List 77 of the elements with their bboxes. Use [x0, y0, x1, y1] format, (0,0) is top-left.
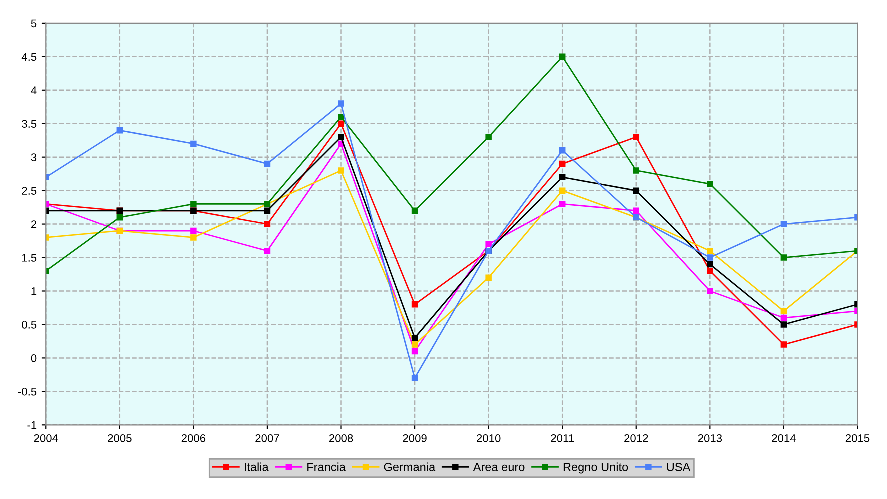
- x-tick-label: 2015: [846, 434, 870, 442]
- point: [264, 221, 271, 228]
- point: [559, 148, 566, 154]
- point: [264, 208, 271, 214]
- x-tick-label: 2009: [403, 434, 427, 442]
- point: [338, 120, 344, 127]
- point: [190, 228, 197, 234]
- point: [264, 160, 271, 168]
- point: [780, 308, 788, 314]
- point: [707, 268, 714, 274]
- point: [707, 248, 714, 254]
- point: [190, 140, 197, 148]
- point: [559, 160, 566, 168]
- legend-label: Regno Unito: [564, 462, 628, 474]
- point: [559, 188, 566, 194]
- y-tick-label: 4: [31, 86, 37, 94]
- y-tick-label: 2: [31, 220, 37, 228]
- y-tick-label: 4.5: [22, 53, 37, 62]
- point: [707, 181, 714, 188]
- x-tick-label: 2010: [477, 434, 501, 442]
- point: [338, 114, 344, 120]
- point: [412, 334, 418, 342]
- point: [559, 54, 566, 60]
- legend-label: Francia: [308, 462, 346, 472]
- y-tick-label: 0: [31, 354, 37, 362]
- point: [412, 208, 418, 214]
- point: [633, 208, 640, 214]
- x-tick-label: 2005: [108, 434, 132, 442]
- point: [412, 375, 418, 382]
- x-tick-label: 2011: [551, 434, 574, 442]
- point: [780, 254, 788, 261]
- point: [780, 322, 788, 328]
- point: [486, 241, 492, 248]
- y-tick-label: 2.5: [22, 187, 37, 195]
- point: [116, 127, 124, 134]
- point: [338, 100, 344, 107]
- point: [338, 168, 344, 174]
- y-tick-label: 3: [31, 154, 37, 162]
- point: [264, 248, 271, 254]
- y-tick-label: 1.5: [22, 254, 37, 262]
- point: [633, 134, 640, 140]
- point: [412, 348, 418, 355]
- legend-label: Area euro: [473, 463, 525, 472]
- x-tick-label: 2014: [772, 434, 796, 442]
- point: [190, 201, 197, 208]
- legend-label: Germania: [384, 462, 436, 472]
- point: [559, 174, 566, 181]
- point: [116, 214, 124, 221]
- point: [780, 221, 788, 228]
- point: [633, 168, 640, 174]
- point: [559, 201, 566, 208]
- point: [190, 234, 197, 241]
- x-tick-label: 2006: [182, 434, 206, 442]
- x-tick-label: 2013: [698, 434, 722, 442]
- y-tick-label: -1: [28, 422, 37, 430]
- x-tick-label: 2008: [329, 434, 354, 442]
- y-tick-label: 0.5: [22, 320, 37, 329]
- x-tick-label: 2012: [624, 434, 648, 442]
- y-tick-label: 3.5: [22, 120, 37, 128]
- point: [486, 134, 492, 140]
- point: [412, 302, 418, 308]
- point: [707, 288, 714, 294]
- x-tick-label: 2007: [256, 434, 280, 442]
- point: [412, 342, 418, 348]
- legend-label: Italia: [244, 462, 269, 472]
- y-tick-label: 1: [32, 288, 37, 296]
- y-tick-label: -0.5: [18, 388, 37, 396]
- point: [486, 274, 492, 281]
- y-tick-label: 5: [31, 20, 37, 28]
- point: [780, 314, 788, 322]
- point: [338, 134, 344, 140]
- point: [707, 254, 714, 261]
- legend-label: USA: [667, 463, 691, 472]
- point: [780, 342, 788, 348]
- point: [633, 188, 640, 194]
- x-tick-label: 2004: [34, 434, 58, 442]
- point: [707, 261, 714, 268]
